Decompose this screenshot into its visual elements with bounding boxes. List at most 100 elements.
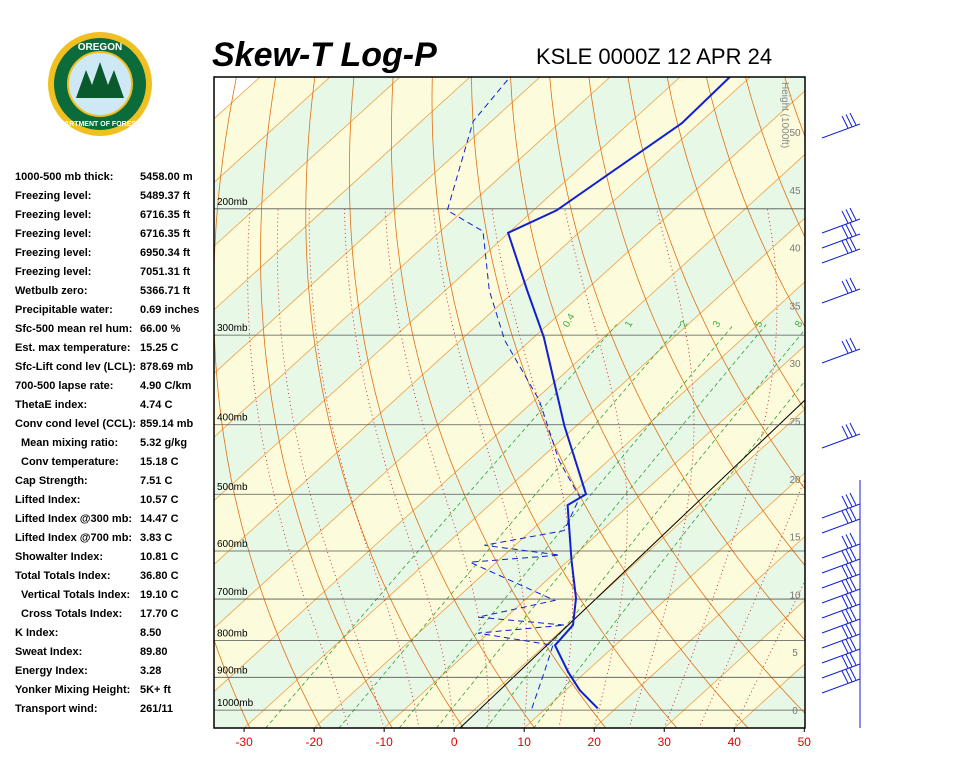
barb-flag: [841, 625, 849, 639]
barb-flag: [849, 547, 857, 561]
barb-staff: [821, 433, 861, 449]
barb-flag: [849, 112, 857, 126]
stat-value: 14.47 C: [140, 513, 179, 525]
stat-value: 89.80: [140, 646, 168, 658]
stat-label: Conv cond level (CCL):: [15, 418, 136, 430]
stat-label: Cap Strength:: [15, 475, 88, 487]
height-tick-label: 30: [789, 359, 801, 370]
stat-label: Est. max temperature:: [15, 342, 131, 354]
stat-value: 878.69 mb: [140, 361, 193, 373]
barb-flag: [841, 510, 849, 524]
mixing-ratio-line: [436, 324, 767, 728]
barb-flag: [841, 225, 849, 239]
isotherm: [214, 77, 681, 502]
height-tick-label: 0: [792, 706, 798, 717]
mixing-ratio-line: [533, 380, 805, 728]
dry-adiabat: [705, 77, 805, 328]
dry-adiabat: [901, 75, 960, 729]
barb-flag: [841, 280, 849, 294]
height-tick-label: 45: [789, 186, 801, 197]
stat-value: 19.10 C: [140, 589, 179, 601]
barb-flag: [849, 277, 857, 291]
temp-band: [804, 727, 805, 728]
isotherm: [214, 77, 401, 247]
pressure-label: 300mb: [217, 323, 248, 334]
barb-flag: [841, 595, 849, 609]
stat-label: 1000-500 mb thick:: [15, 171, 113, 183]
barb-flag: [841, 210, 849, 224]
barb-staff: [821, 123, 861, 139]
barb-staff: [821, 543, 861, 559]
barb-staff: [821, 633, 861, 649]
barb-flag: [849, 667, 857, 681]
dry-adiabat: [549, 77, 805, 641]
stat-value: 5.32 g/kg: [140, 437, 187, 449]
moist-adiabat: [698, 477, 805, 728]
barb-flag: [845, 564, 853, 577]
dry-adiabat: [214, 77, 322, 728]
stat-value: 8.50: [140, 627, 161, 639]
stat-label: Sweat Index:: [15, 646, 82, 658]
stat-value: 5K+ ft: [140, 684, 171, 696]
isotherm: [214, 77, 541, 374]
diagram: 0.4 1 2 3 5 81000mb900mb800mb700mb600mb500mb4…: [214, 77, 811, 749]
stats: 1000-500 mb thick: 5458.00 m Freezing leve…: [15, 171, 199, 715]
barb-staff: [821, 573, 861, 589]
stat-label: Lifted Index @700 mb:: [15, 532, 132, 544]
x-tick-label: -20: [305, 735, 323, 749]
stat-label: Showalter Index:: [15, 551, 103, 563]
barb-staff: [821, 603, 861, 619]
isotherm: [214, 90, 805, 629]
pressure-label: 1000mb: [217, 698, 254, 709]
barb-flag: [849, 577, 857, 591]
moist-adiabat: [564, 208, 628, 728]
x-tick-label: 20: [588, 735, 602, 749]
stat-value: 15.25 C: [140, 342, 179, 354]
stat-value: 3.28: [140, 665, 161, 677]
barb-flag: [849, 622, 857, 636]
moist-adiabat: [491, 208, 574, 728]
barb-flag: [841, 340, 849, 354]
mixing-ratio-label: 8: [793, 319, 806, 330]
stat-label: Lifted Index @300 mb:: [15, 513, 132, 525]
stat-label: Sfc-Lift cond lev (LCL):: [15, 361, 136, 373]
barb-flag: [845, 654, 853, 667]
barb-flag: [845, 509, 853, 522]
dry-adiabat: [214, 638, 251, 728]
barb-flag: [841, 550, 849, 564]
barb-flag: [845, 534, 853, 547]
mixing-ratio-line: [265, 324, 618, 728]
stat-label: Vertical Totals Index:: [21, 589, 130, 601]
temp-band: [214, 77, 805, 629]
stat-value: 10.57 C: [140, 494, 179, 506]
title: Skew-T Log-P: [212, 36, 437, 74]
stat-label: Total Totals Index:: [15, 570, 111, 582]
dry-adiabat: [305, 77, 464, 728]
x-tick-label: 40: [728, 735, 742, 749]
barb-staff: [821, 678, 861, 694]
barb-flag: [849, 207, 857, 221]
moist-adiabat: [628, 208, 695, 728]
barb-flag: [849, 492, 857, 506]
barb-flag: [841, 425, 849, 439]
stat-value: 3.83 C: [140, 532, 172, 544]
dry-adiabat: [471, 77, 749, 728]
barb-flag: [841, 115, 849, 129]
dry-adiabat: [510, 77, 805, 714]
isotherm: [663, 599, 805, 728]
dry-adiabat: [823, 75, 960, 729]
barb-flag: [849, 507, 857, 521]
barb-flag: [845, 594, 853, 607]
barb-staff: [821, 663, 861, 679]
stat-label: Lifted Index:: [15, 494, 80, 506]
stat-value: 66.00 %: [140, 323, 181, 335]
barb-flag: [849, 652, 857, 666]
stat-label: Freezing level:: [15, 247, 91, 259]
stat-label: Wetbulb zero:: [15, 285, 88, 297]
mixing-ratio-line: [338, 324, 682, 728]
isotherm: [593, 535, 805, 728]
stat-value: 15.18 C: [140, 456, 179, 468]
barb-staff: [821, 503, 861, 519]
barb-flag: [845, 114, 853, 127]
pressure-label: 900mb: [217, 665, 248, 676]
